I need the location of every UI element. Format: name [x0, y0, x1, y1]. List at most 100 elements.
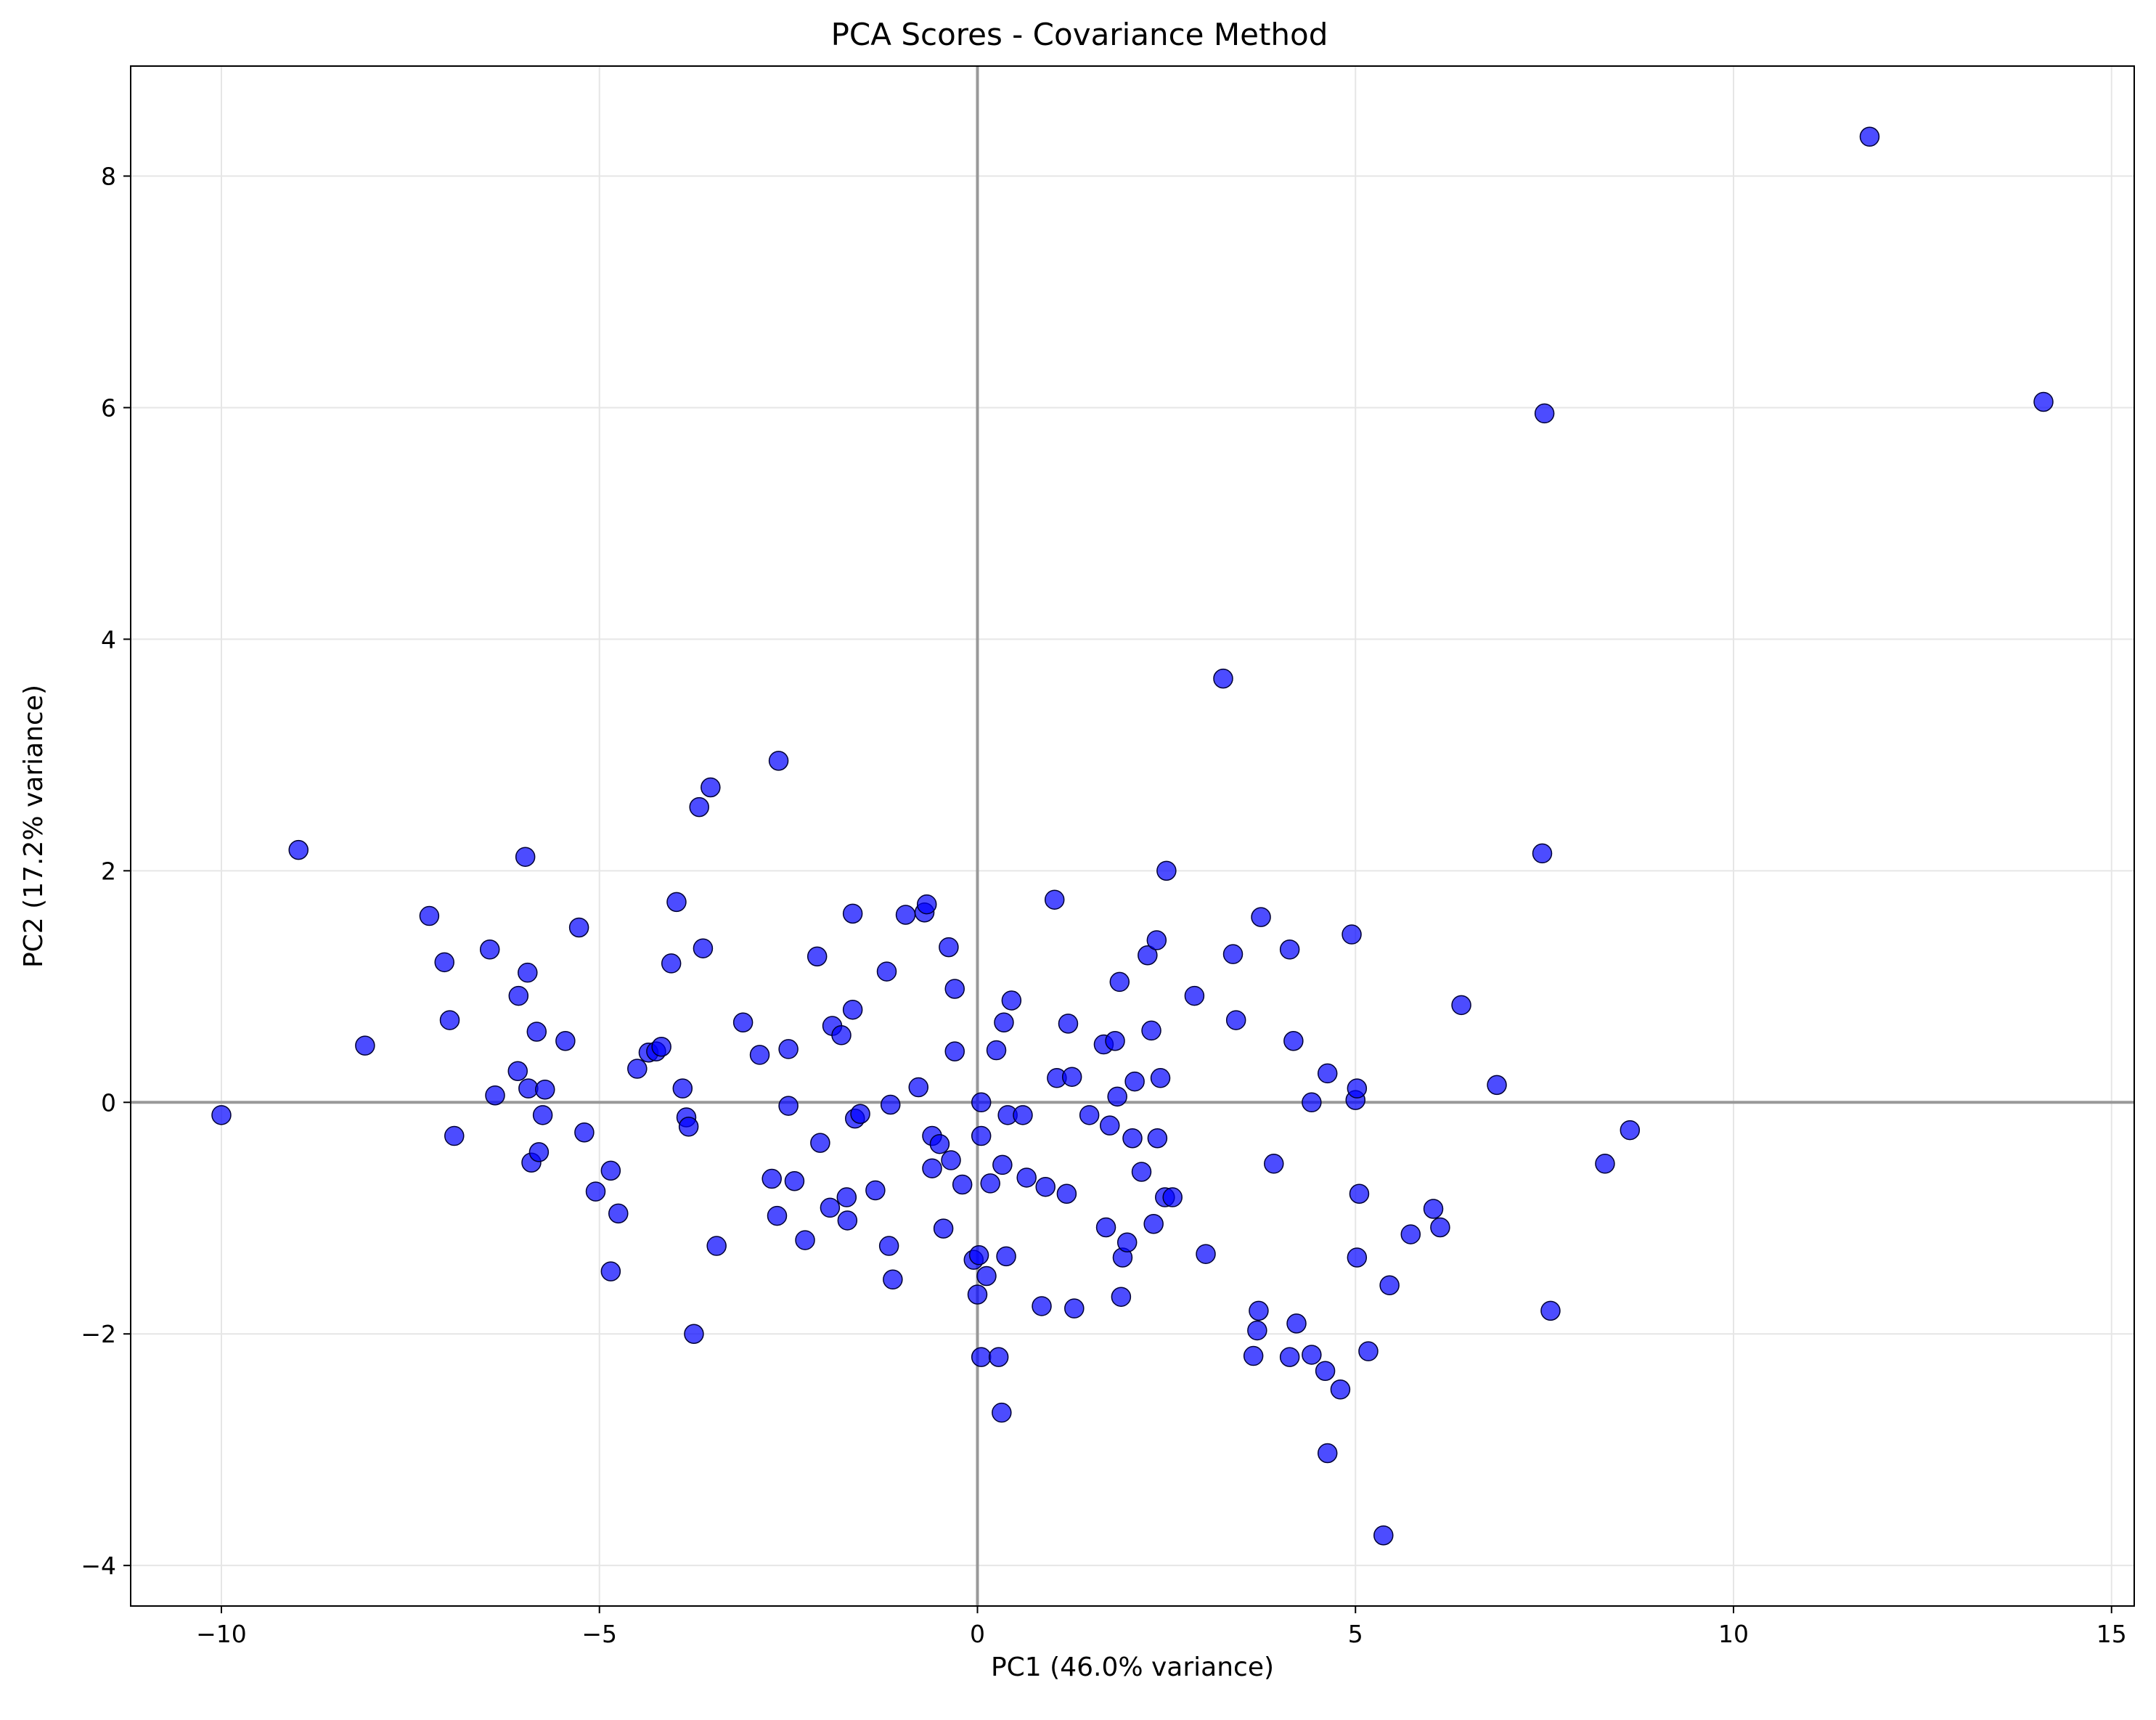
data-point [1064, 1298, 1085, 1318]
data-point [1111, 1287, 1132, 1307]
data-point [922, 1158, 942, 1178]
data-point [976, 1265, 997, 1287]
data-point [1156, 860, 1177, 881]
data-point [1859, 126, 1880, 147]
data-point [706, 1236, 727, 1256]
data-point [1079, 1105, 1100, 1125]
data-point [518, 962, 538, 983]
data-point [810, 1133, 830, 1153]
data-point [778, 1039, 799, 1059]
data-point [485, 1085, 505, 1106]
data-point [865, 1180, 886, 1201]
data-point [971, 1092, 992, 1113]
data-point [1302, 1092, 1322, 1113]
data-point [693, 938, 714, 958]
x-tick-label: −10 [196, 1620, 247, 1648]
data-point [1061, 1067, 1082, 1087]
data-point [701, 777, 721, 798]
data-point [355, 1035, 375, 1056]
data-point [1147, 1128, 1168, 1149]
data-point [1264, 1154, 1284, 1174]
data-point [1124, 1071, 1145, 1092]
data-point [689, 796, 709, 818]
data-point [684, 1324, 704, 1344]
y-axis-ticks: −4 −2 0 2 4 6 8 [81, 163, 131, 1580]
data-point [820, 1197, 841, 1218]
data-point [994, 1012, 1014, 1033]
data-point [1122, 1128, 1143, 1149]
data-point [1330, 1379, 1351, 1400]
x-axis-label: PC1 (46.0% variance) [991, 1652, 1274, 1682]
data-point [672, 1078, 693, 1099]
data-point [1056, 1183, 1077, 1205]
data-point [515, 847, 536, 867]
y-tick-label: 6 [101, 394, 116, 422]
data-point [1358, 1341, 1379, 1361]
y-tick-label: −2 [81, 1320, 116, 1348]
data-point [842, 903, 863, 924]
data-point [1143, 1213, 1164, 1234]
data-point [585, 1181, 606, 1202]
data-point [568, 917, 589, 938]
data-point [1131, 1162, 1152, 1182]
data-point [1451, 995, 1471, 1016]
data-point [1540, 1300, 1561, 1321]
x-tick-label: 10 [1718, 1620, 1749, 1648]
data-point [1249, 1300, 1269, 1321]
data-point [971, 1125, 992, 1146]
data-point [880, 1094, 901, 1115]
data-point [971, 1347, 992, 1367]
data-point [1196, 1244, 1216, 1264]
data-point [608, 1203, 629, 1224]
data-point [933, 1218, 954, 1239]
data-point [651, 1036, 671, 1057]
data-point [211, 1105, 232, 1125]
data-point [1532, 843, 1553, 864]
data-point [1317, 1443, 1338, 1464]
data-point [952, 1174, 973, 1195]
data-point [1116, 1232, 1138, 1253]
data-point [518, 1078, 539, 1099]
data-point [1279, 940, 1300, 960]
data-point [795, 1230, 815, 1250]
data-point [1044, 889, 1065, 910]
data-point [1013, 1105, 1033, 1125]
data-point [1222, 944, 1244, 964]
data-point [1035, 1176, 1055, 1197]
data-point [850, 1104, 870, 1124]
data-point [1379, 1275, 1400, 1296]
data-point [1430, 1217, 1450, 1238]
data-point [439, 1010, 460, 1030]
data-point [944, 979, 965, 999]
data-point [1032, 1296, 1052, 1316]
data-point [929, 1133, 950, 1154]
data-point [627, 1059, 648, 1079]
chart-title: PCA Scores - Covariance Method [831, 17, 1328, 52]
data-point [678, 1117, 699, 1137]
data-point [732, 1012, 754, 1033]
y-tick-label: 2 [101, 857, 116, 885]
data-point [968, 1245, 989, 1265]
data-point [1162, 1187, 1183, 1207]
data-point [1423, 1199, 1444, 1219]
data-point [992, 1154, 1013, 1175]
data-point [1146, 930, 1167, 950]
data-point [1058, 1014, 1079, 1034]
data-point [1016, 1167, 1037, 1188]
x-tick-label: −5 [581, 1620, 617, 1648]
data-point [876, 961, 897, 982]
data-point [1095, 1217, 1116, 1238]
data-point [1100, 1115, 1120, 1136]
data-point [1109, 971, 1130, 993]
data-point [837, 1210, 858, 1231]
x-tick-label: 0 [970, 1620, 985, 1648]
data-point [1001, 990, 1022, 1011]
data-point [1595, 1154, 1615, 1174]
data-point [878, 1236, 899, 1256]
data-point [526, 1022, 547, 1042]
data-point [288, 839, 309, 860]
data-point [2033, 391, 2054, 412]
data-points [211, 126, 2054, 1546]
data-point [1213, 668, 1233, 689]
data-point [967, 1284, 988, 1305]
